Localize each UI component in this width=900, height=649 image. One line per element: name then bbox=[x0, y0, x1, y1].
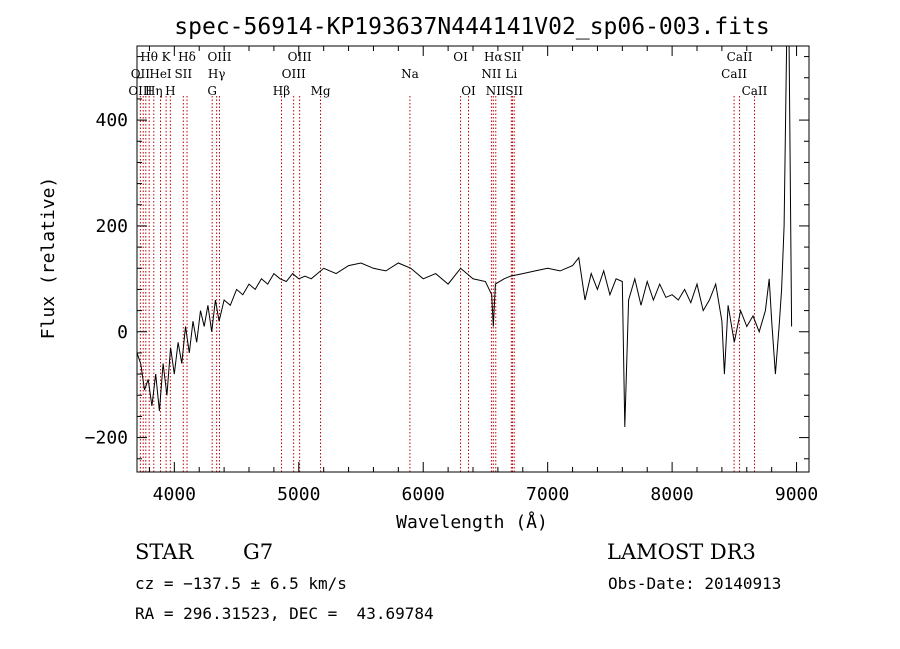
line-label: Mg bbox=[311, 84, 331, 98]
line-label: H bbox=[165, 84, 175, 98]
line-label: OIII bbox=[288, 50, 312, 64]
line-label: SII bbox=[174, 67, 192, 81]
y-tick-label: 400 bbox=[95, 110, 128, 131]
object-subclass: G7 bbox=[243, 540, 274, 564]
y-axis-ticks: −200 0 200 400 bbox=[85, 56, 809, 460]
line-label: Hη bbox=[145, 84, 163, 98]
y-tick-label: 200 bbox=[95, 216, 128, 237]
line-label: K bbox=[162, 50, 172, 64]
line-label: OIII bbox=[207, 50, 231, 64]
x-axis-label: Wavelength (Å) bbox=[396, 511, 548, 533]
x-tick-label: 7000 bbox=[526, 484, 569, 505]
line-label: SII bbox=[505, 84, 523, 98]
observation-date: Obs-Date: 20140913 bbox=[608, 574, 782, 593]
line-label: Na bbox=[401, 67, 419, 81]
x-tick-label: 9000 bbox=[775, 484, 818, 505]
flux-series-line bbox=[136, 45, 793, 428]
line-label: OII bbox=[131, 67, 151, 81]
line-label: HeI bbox=[149, 67, 172, 81]
y-tick-label: 0 bbox=[117, 322, 128, 343]
y-axis-label: Flux (relative) bbox=[38, 177, 59, 340]
line-label: Hδ bbox=[178, 50, 196, 64]
sky-coordinates: RA = 296.31523, DEC = 43.69784 bbox=[135, 604, 434, 623]
redshift-velocity: cz = −137.5 ± 6.5 km/s bbox=[135, 574, 347, 593]
y-tick-label: −200 bbox=[85, 428, 128, 449]
line-label: G bbox=[207, 84, 217, 98]
line-label: OI bbox=[461, 84, 476, 98]
line-label: Hγ bbox=[208, 67, 226, 81]
x-tick-label: 6000 bbox=[402, 484, 445, 505]
line-label: OIII bbox=[282, 67, 306, 81]
line-label: NII bbox=[481, 67, 501, 81]
object-class: STAR bbox=[135, 540, 194, 564]
chart-title: spec-56914-KP193637N444141V02_sp06-003.f… bbox=[174, 14, 769, 40]
line-label: CaII bbox=[727, 50, 753, 64]
line-label: Hβ bbox=[273, 84, 290, 98]
line-label: SII bbox=[504, 50, 522, 64]
line-label: CaII bbox=[721, 67, 747, 81]
line-label: NII bbox=[486, 84, 506, 98]
line-label: OI bbox=[453, 50, 468, 64]
line-label: CaII bbox=[742, 84, 768, 98]
line-label: Li bbox=[505, 67, 517, 81]
survey-name: LAMOST DR3 bbox=[607, 540, 756, 564]
line-label: OIII bbox=[128, 84, 152, 98]
x-tick-label: 8000 bbox=[650, 484, 693, 505]
line-label: Hα bbox=[484, 50, 503, 64]
x-tick-label: 5000 bbox=[277, 484, 320, 505]
x-tick-label: 4000 bbox=[153, 484, 196, 505]
line-label: Hθ bbox=[140, 50, 158, 64]
x-axis-ticks: 4000 5000 6000 7000 8000 9000 bbox=[148, 46, 818, 505]
plot-frame bbox=[136, 45, 810, 473]
